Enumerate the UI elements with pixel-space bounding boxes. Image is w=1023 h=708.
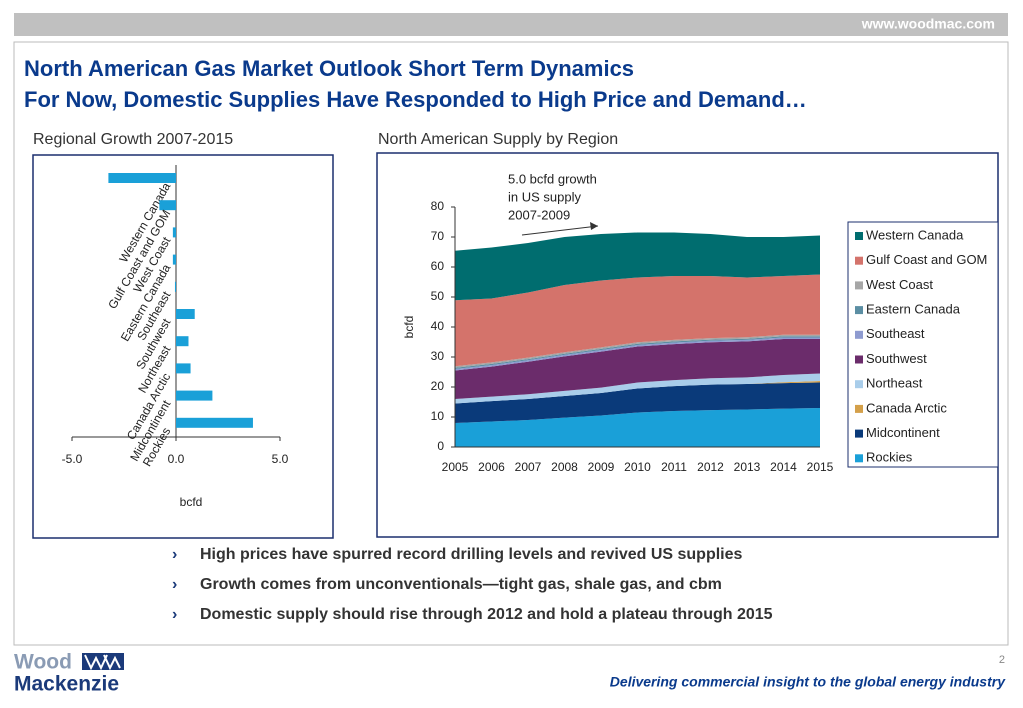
legend-swatch [855,330,863,339]
bar [174,281,176,292]
top-bar [14,13,1008,36]
bullet-marker: › [172,546,177,563]
legend-swatch [855,281,863,290]
legend-label: Eastern Canada [866,302,961,317]
legend-swatch [855,429,863,438]
y-tick-label: 10 [431,409,445,423]
y-tick-label: 30 [431,349,445,363]
legend-swatch [855,232,863,240]
y-tick-label: 70 [431,229,445,243]
legend-swatch [855,454,863,463]
area [455,232,820,301]
x-axis-label: bcfd [180,495,203,509]
legend-box [847,221,999,468]
bar [172,254,176,265]
x-tick-label: 2006 [478,460,505,474]
legend-swatch [855,355,863,364]
legend-label: Southwest [866,351,927,366]
bar [176,309,195,319]
frame [13,41,1009,646]
annotation: 2007-2009 [508,207,570,222]
chart-title: North American Supply by Region [378,131,618,148]
bullet-marker: › [172,576,177,593]
y-tick-label: 20 [431,379,445,393]
x-tick-label: 2005 [442,460,469,474]
y-axis-label: bcfd [402,316,416,339]
page-number: 2 [999,654,1005,666]
x-tick-label: 2007 [515,460,542,474]
annotation-arrow [521,225,599,236]
bar [172,227,176,238]
bar [159,200,176,211]
legend-label: Northeast [866,376,923,391]
bullet: Growth comes from unconventionals—tight … [200,576,722,593]
legend-label: Western Canada [866,227,964,242]
bullet: High prices have spurred record drilling… [200,546,743,563]
legend-label: Midcontinent [866,425,940,440]
x-tick-label: 2010 [624,460,651,474]
area [455,339,820,399]
area [455,373,820,404]
legend-label: Southeast [866,326,925,341]
bar [108,173,176,183]
logo-mark [82,653,124,671]
legend-label: Gulf Coast and GOM [866,252,987,267]
annotation: in US supply [508,189,581,204]
chart-title: Regional Growth 2007-2015 [33,131,233,148]
x-tick-label: 2013 [734,460,761,474]
annotation: 5.0 bcfd growth [508,171,597,186]
bar [176,363,191,374]
tagline: Delivering commercial insight to the glo… [610,674,1006,690]
logo: Wood [14,651,72,674]
y-tick-label: 40 [431,319,445,333]
bar [176,417,253,428]
chart-frame [32,154,334,539]
x-tick-label: 2009 [588,460,615,474]
legend-swatch [855,404,863,413]
legend-label: Rockies [866,450,913,465]
y-tick-label: 80 [431,199,445,213]
area [455,382,820,423]
x-tick-label: 2014 [770,460,797,474]
legend-swatch [855,306,863,315]
legend-label: West Coast [866,277,933,292]
x-tick-label: -5.0 [62,452,83,466]
bar [176,336,189,347]
bar [176,390,213,401]
area [455,274,820,367]
x-tick-label: 2008 [551,460,578,474]
legend-swatch [855,380,863,389]
subtitle: For Now, Domestic Supplies Have Responde… [24,87,807,112]
y-tick-label: 50 [431,289,445,303]
area [455,408,820,447]
bullet-marker: › [172,606,177,623]
y-tick-label: 60 [431,259,445,273]
logo: Mackenzie [14,673,119,696]
bullet: Domestic supply should rise through 2012… [200,606,773,623]
legend-label: Canada Arctic [866,400,947,415]
x-tick-label: 5.0 [272,452,289,466]
legend-swatch [855,256,863,265]
x-tick-label: 2015 [807,460,834,474]
x-tick-label: 2012 [697,460,724,474]
annotation-arrowhead [590,222,598,230]
x-tick-label: 2011 [661,460,687,474]
url: www.woodmac.com [861,16,995,32]
x-tick-label: 0.0 [168,452,185,466]
title: North American Gas Market Outlook Short … [24,56,634,81]
y-tick-label: 0 [437,439,444,453]
